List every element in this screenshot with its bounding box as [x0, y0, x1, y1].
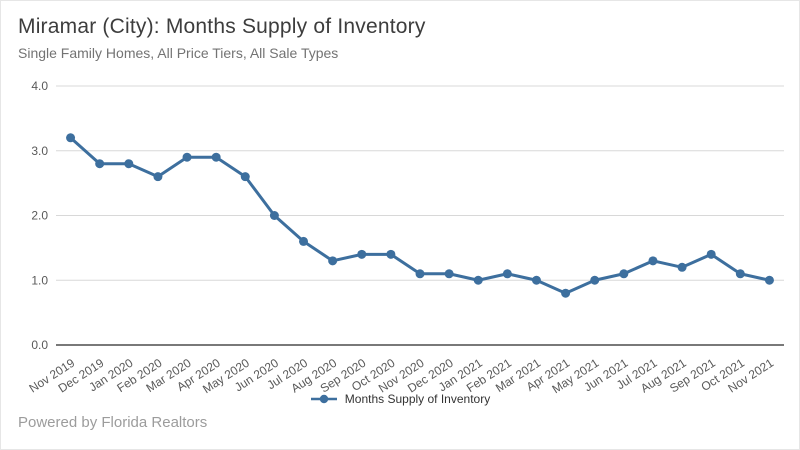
data-point[interactable] — [66, 133, 76, 143]
chart-subtitle: Single Family Homes, All Price Tiers, Al… — [18, 45, 339, 61]
data-point[interactable] — [269, 211, 279, 220]
data-point[interactable] — [95, 159, 105, 169]
data-point[interactable] — [706, 249, 716, 259]
y-tick-label: 1.0 — [31, 273, 48, 287]
data-point[interactable] — [677, 262, 687, 272]
legend-marker-icon — [310, 394, 337, 404]
data-point[interactable] — [502, 269, 512, 279]
data-point[interactable] — [182, 152, 192, 162]
data-point[interactable] — [153, 172, 163, 182]
data-point[interactable] — [328, 256, 338, 266]
powered-by-text: Powered by Florida Realtors — [18, 414, 208, 431]
data-point[interactable] — [531, 275, 541, 285]
data-point[interactable] — [648, 256, 658, 266]
chart-title: Miramar (City): Months Supply of Invento… — [18, 15, 426, 38]
y-tick-label: 2.0 — [31, 209, 48, 223]
data-point[interactable] — [386, 249, 396, 259]
data-point[interactable] — [299, 236, 309, 246]
data-point[interactable] — [211, 152, 221, 162]
y-tick-label: 3.0 — [31, 144, 48, 158]
data-point[interactable] — [124, 159, 134, 169]
data-point[interactable] — [619, 269, 629, 279]
data-point[interactable] — [357, 249, 367, 259]
data-point[interactable] — [561, 288, 571, 298]
legend-label: Months Supply of Inventory — [344, 392, 491, 406]
data-point[interactable] — [764, 275, 774, 285]
data-point[interactable] — [240, 172, 250, 182]
data-point[interactable] — [415, 269, 425, 279]
legend-item[interactable]: Months Supply of Inventory — [1, 392, 799, 406]
data-point[interactable] — [473, 275, 483, 285]
data-point[interactable] — [444, 269, 454, 279]
y-tick-label: 0.0 — [31, 338, 48, 352]
data-point[interactable] — [735, 269, 745, 279]
data-point[interactable] — [590, 275, 600, 285]
y-tick-label: 4.0 — [31, 79, 48, 93]
